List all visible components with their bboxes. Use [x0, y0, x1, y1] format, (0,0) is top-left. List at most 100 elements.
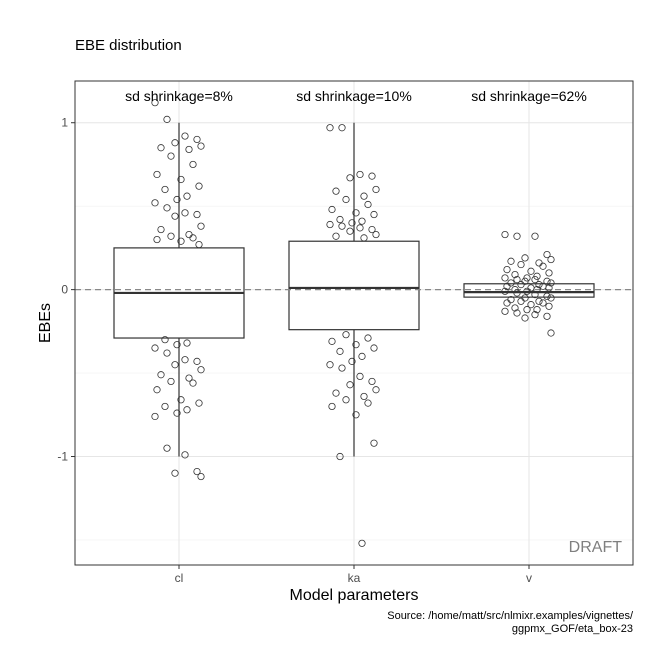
- ebe-point-ka: [346, 227, 354, 235]
- ebe-point-v: [511, 270, 519, 279]
- ebe-point-cl: [197, 366, 205, 374]
- y-axis-label: EBEs: [37, 303, 54, 343]
- ebe-point-ka: [360, 392, 368, 401]
- x-tick-label-v: v: [526, 571, 532, 585]
- ebe-point-ka: [370, 439, 378, 447]
- ebe-point-ka: [356, 372, 364, 381]
- ebe-point-v: [517, 260, 525, 269]
- ebe-point-v: [547, 294, 555, 302]
- x-tick-label-cl: cl: [175, 571, 184, 585]
- ebe-point-cl: [181, 451, 189, 459]
- ebe-point-ka: [370, 210, 378, 219]
- ebe-point-v: [543, 292, 551, 300]
- ebe-point-cl: [151, 344, 159, 352]
- ebe-point-v: [535, 281, 543, 289]
- ebe-point-cl: [153, 386, 161, 394]
- ebe-point-ka: [348, 357, 356, 365]
- ebe-point-ka: [346, 381, 354, 389]
- ebe-point-cl: [151, 199, 159, 207]
- ebe-point-ka: [372, 386, 380, 394]
- y-tick-label: 0: [61, 283, 68, 297]
- ebe-point-v: [543, 250, 551, 259]
- ebe-point-v: [547, 329, 555, 337]
- ebe-point-cl: [151, 412, 159, 421]
- y-tick-label: -1: [57, 450, 68, 464]
- caption-line-1: Source: /home/matt/src/nlmixr.examples/v…: [387, 610, 634, 622]
- ebe-point-v: [503, 265, 511, 274]
- ebe-point-v: [531, 291, 539, 299]
- ebe-point-cl: [193, 135, 201, 144]
- ebe-point-v: [539, 262, 547, 270]
- ebe-point-v: [527, 267, 535, 275]
- ebe-point-ka: [352, 411, 360, 419]
- ebe-point-cl: [177, 237, 185, 245]
- ebe-point-ka: [338, 222, 346, 230]
- ebe-point-cl: [157, 225, 165, 234]
- ebe-point-ka: [364, 200, 372, 209]
- ebe-point-ka: [360, 192, 368, 200]
- ebe-point-ka: [370, 344, 378, 352]
- ebe-point-ka: [332, 187, 340, 195]
- ebe-point-v: [507, 257, 515, 265]
- ebe-point-v: [517, 297, 525, 305]
- ebe-point-v: [543, 312, 551, 320]
- ebe-point-cl: [181, 132, 189, 140]
- ebe-point-cl: [193, 467, 201, 476]
- ebe-point-ka: [368, 377, 376, 386]
- ebe-point-v: [533, 306, 541, 314]
- ebe-point-v: [545, 269, 553, 277]
- ebe-point-cl: [195, 182, 203, 190]
- ebe-point-v: [531, 232, 539, 240]
- ebe-point-ka: [328, 402, 336, 411]
- ebe-point-cl: [195, 399, 203, 407]
- ebe-point-v: [521, 314, 529, 322]
- ebe-point-cl: [161, 336, 169, 344]
- ebe-point-cl: [189, 160, 197, 169]
- ebe-point-v: [547, 279, 555, 287]
- ebe-point-v: [513, 276, 521, 284]
- x-axis-label: Model parameters: [290, 587, 419, 604]
- ebe-point-cl: [171, 361, 179, 369]
- ebe-point-v: [517, 281, 525, 289]
- ebe-point-ka: [328, 205, 336, 214]
- ebe-point-ka: [368, 225, 376, 234]
- ebe-point-cl: [197, 142, 205, 150]
- x-tick-label-ka: ka: [348, 571, 361, 585]
- ebe-point-v: [539, 299, 547, 307]
- ebe-point-ka: [336, 452, 344, 461]
- chart-title: EBE distribution: [75, 37, 182, 54]
- ebe-point-ka: [342, 195, 350, 204]
- ebe-point-cl: [171, 212, 179, 220]
- ebe-point-cl: [181, 356, 189, 364]
- ebe-point-v: [503, 282, 511, 290]
- caption-line-2: ggpmx_GOF/eta_box-23: [512, 623, 633, 635]
- ebe-point-cl: [197, 222, 205, 230]
- ebe-point-v: [523, 287, 531, 295]
- ebe-point-ka: [336, 347, 344, 355]
- ebe-point-cl: [183, 192, 191, 200]
- ebe-point-cl: [167, 152, 175, 160]
- ebe-point-ka: [336, 215, 344, 224]
- ebe-point-v: [503, 299, 511, 307]
- ebe-point-v: [547, 255, 555, 264]
- ebe-point-ka: [352, 341, 360, 349]
- ebe-point-cl: [153, 235, 161, 244]
- ebe-point-v: [523, 306, 531, 314]
- ebe-point-ka: [372, 185, 380, 194]
- ebe-point-v: [531, 276, 539, 284]
- ebe-point-cl: [171, 139, 179, 147]
- x-axis: cl ka v: [175, 565, 532, 585]
- y-tick-label: 1: [61, 116, 68, 130]
- ebe-point-ka: [358, 352, 366, 360]
- ebe-point-ka: [346, 174, 354, 182]
- ebe-point-cl: [153, 170, 161, 179]
- ebe-point-ka: [364, 399, 372, 407]
- ebe-point-cl: [195, 240, 203, 249]
- ebe-point-v: [513, 232, 521, 240]
- ebe-point-cl: [167, 377, 175, 386]
- ebe-point-v: [501, 307, 509, 315]
- ebe-point-v: [513, 289, 521, 297]
- ebe-point-cl: [193, 210, 201, 219]
- ebe-point-ka: [342, 396, 350, 404]
